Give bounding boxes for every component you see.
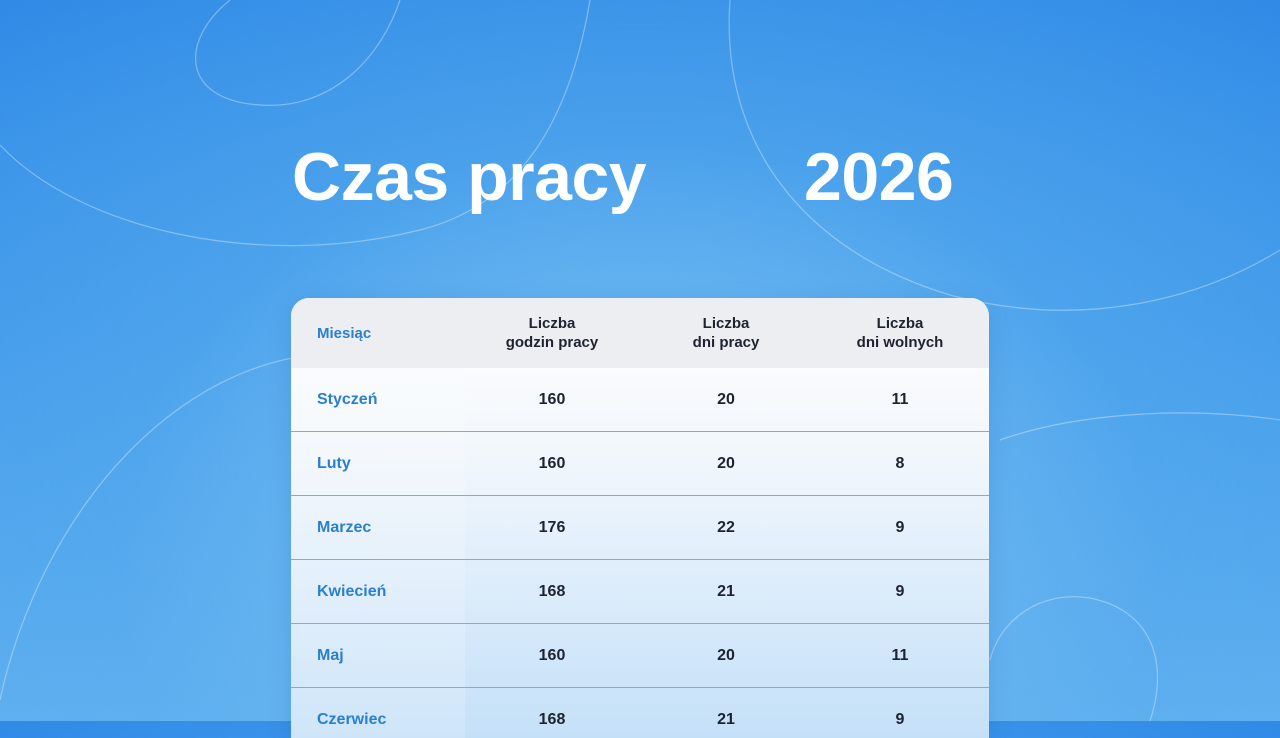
row-hours: 160 — [538, 454, 566, 472]
table-row: Maj 160 20 11 — [291, 624, 989, 688]
row-daysoff: 11 — [891, 646, 909, 664]
row-hours: 160 — [538, 646, 566, 664]
row-workdays: 21 — [717, 710, 735, 728]
header-hours-line1: Liczba — [528, 315, 576, 332]
header-hours: Liczba godzin pracy — [465, 314, 639, 352]
header-workdays: Liczba dni pracy — [639, 314, 813, 352]
header-daysoff-line2: dni wolnych — [856, 334, 944, 351]
row-month: Czerwiec — [291, 688, 465, 738]
row-daysoff: 8 — [895, 454, 905, 472]
row-month: Kwiecień — [291, 560, 465, 623]
row-workdays: 21 — [717, 582, 735, 600]
row-daysoff: 11 — [891, 390, 909, 408]
header-daysoff-line1: Liczba — [876, 315, 924, 332]
row-hours: 176 — [538, 518, 566, 536]
row-workdays: 22 — [717, 518, 735, 536]
row-month: Luty — [291, 432, 465, 495]
header-daysoff: Liczba dni wolnych — [813, 314, 987, 352]
header-month: Miesiąc — [317, 324, 372, 342]
row-month: Styczeń — [291, 368, 465, 431]
row-daysoff: 9 — [895, 582, 905, 600]
title-year: 2026 — [804, 139, 954, 215]
row-workdays: 20 — [717, 390, 735, 408]
header-workdays-line2: dni pracy — [692, 334, 760, 351]
table-row: Styczeń 160 20 11 — [291, 368, 989, 432]
header-hours-line2: godzin pracy — [505, 334, 599, 351]
row-month: Marzec — [291, 496, 465, 559]
row-month: Maj — [291, 624, 465, 687]
row-workdays: 20 — [717, 646, 735, 664]
row-hours: 168 — [538, 710, 566, 728]
row-workdays: 20 — [717, 454, 735, 472]
row-daysoff: 9 — [895, 518, 905, 536]
table-row: Kwiecień 168 21 9 — [291, 560, 989, 624]
table-row: Marzec 176 22 9 — [291, 496, 989, 560]
row-hours: 160 — [538, 390, 566, 408]
title-text: Czas pracy — [292, 139, 647, 215]
page-title: Czas pracy 2026 — [0, 138, 1280, 228]
row-hours: 168 — [538, 582, 566, 600]
working-time-table: Miesiąc Liczba godzin pracy Liczba dni p… — [291, 298, 989, 738]
table-row: Czerwiec 168 21 9 — [291, 688, 989, 738]
table-header: Miesiąc Liczba godzin pracy Liczba dni p… — [291, 298, 989, 368]
header-workdays-line1: Liczba — [702, 315, 750, 332]
row-daysoff: 9 — [895, 710, 905, 728]
table-row: Luty 160 20 8 — [291, 432, 989, 496]
